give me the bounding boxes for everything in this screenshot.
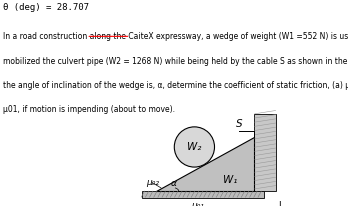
Bar (254, 114, 276, 191)
Text: In a road construction along the CaiteX expressway, a wedge of weight (W1 =552 N: In a road construction along the CaiteX … (3, 32, 348, 41)
Bar (142, 191, 264, 198)
Text: W₂: W₂ (187, 142, 201, 152)
Text: CaiteX: CaiteX (86, 32, 112, 41)
Text: I: I (278, 201, 280, 206)
Text: μ₀₂: μ₀₂ (146, 178, 159, 187)
Text: S: S (236, 119, 243, 129)
Text: μ01, if motion is impending (about to move).: μ01, if motion is impending (about to mo… (3, 105, 175, 114)
Text: mobilized the culvert pipe (W2 = 1268 N) while being held by the cable S as show: mobilized the culvert pipe (W2 = 1268 N)… (3, 56, 348, 66)
Text: the angle of inclination of the wedge is, α, determine the coefficient of static: the angle of inclination of the wedge is… (3, 81, 348, 90)
Text: α: α (171, 179, 176, 188)
Text: θ (deg) = 28.707: θ (deg) = 28.707 (3, 4, 89, 12)
Circle shape (174, 127, 214, 167)
Polygon shape (156, 137, 254, 191)
Text: W₁: W₁ (223, 175, 237, 185)
Text: μ₀₁: μ₀₁ (191, 201, 204, 206)
